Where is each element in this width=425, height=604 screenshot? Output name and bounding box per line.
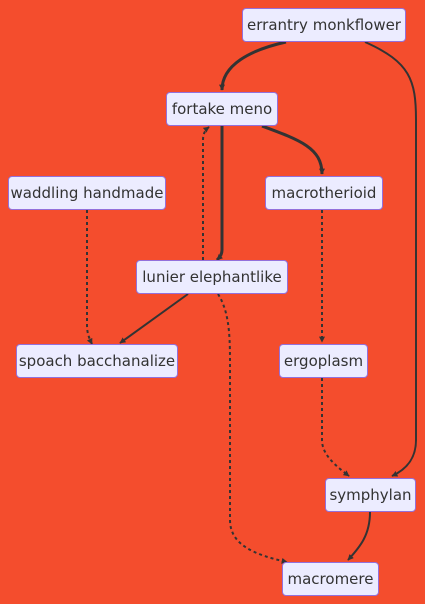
node-macromere: macromere <box>282 562 379 596</box>
edge-errantry-monkflower-to-symphylan <box>364 41 417 477</box>
node-waddling-handmade: waddling handmade <box>8 176 166 210</box>
edge-symphylan-to-macromere <box>347 511 371 561</box>
edge-ergoplasm-to-symphylan <box>321 378 350 477</box>
edge-fortake-meno-to-macrotherioid <box>261 124 325 175</box>
edge-lunier-elephantlike-to-macromere <box>217 293 288 564</box>
edge-lunier-elephantlike-to-fortake-meno <box>202 126 210 260</box>
node-ergoplasm: ergoplasm <box>279 344 368 378</box>
node-lunier-elephantlike: lunier elephantlike <box>136 260 288 294</box>
edge-waddling-handmade-to-spoach-bacchanalize <box>86 210 93 345</box>
node-fortake-meno: fortake meno <box>166 92 278 126</box>
edge-lunier-elephantlike-to-spoach-bacchanalize <box>119 293 189 344</box>
node-errantry-monkflower: errantry monkflower <box>242 8 406 42</box>
edge-fortake-meno-to-lunier-elephantlike <box>215 126 224 262</box>
edge-errantry-monkflower-to-fortake-meno <box>219 40 287 91</box>
node-symphylan: symphylan <box>325 478 416 512</box>
node-macrotherioid: macrotherioid <box>265 176 383 210</box>
node-spoach-bacchanalize: spoach bacchanalize <box>16 344 178 378</box>
